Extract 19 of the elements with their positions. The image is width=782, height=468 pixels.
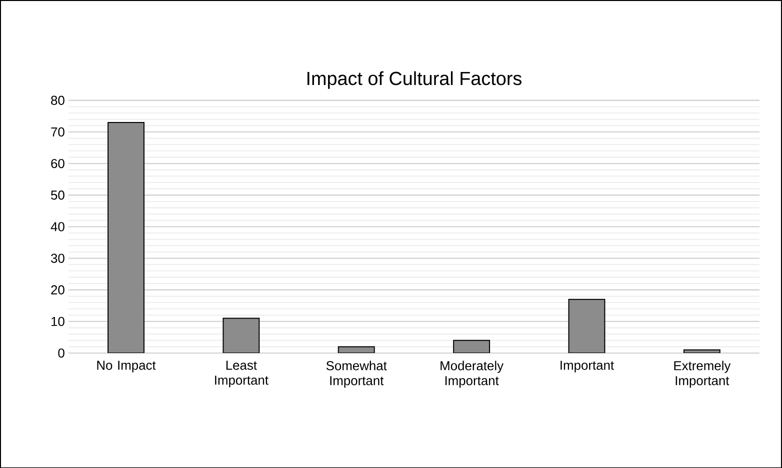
bar [222,318,260,353]
y-tick-label: 0 [58,348,64,358]
y-tick-label: 50 [51,190,64,200]
y-tick-label: 10 [52,316,64,326]
y-tick-label: 40 [50,222,64,232]
bar [108,122,144,353]
y-tick-label: 20 [51,285,64,294]
y-tick-label: 70 [51,127,64,136]
y-tick-label: 30 [51,254,64,263]
x-tick-label: Extremely Important [674,360,731,388]
x-tick-label: Least Important [215,360,268,388]
x-tick-label: No Impact [97,360,156,372]
bar [568,298,606,353]
x-tick-label: Important [560,360,614,372]
y-tick-label: 80 [51,96,64,105]
x-tick-label: Somewhat Important [326,360,387,388]
chart-title: Impact of Cultural Factors [308,71,522,89]
x-tick-label: Moderately Important [440,360,504,388]
y-tick-label: 60 [51,158,64,168]
